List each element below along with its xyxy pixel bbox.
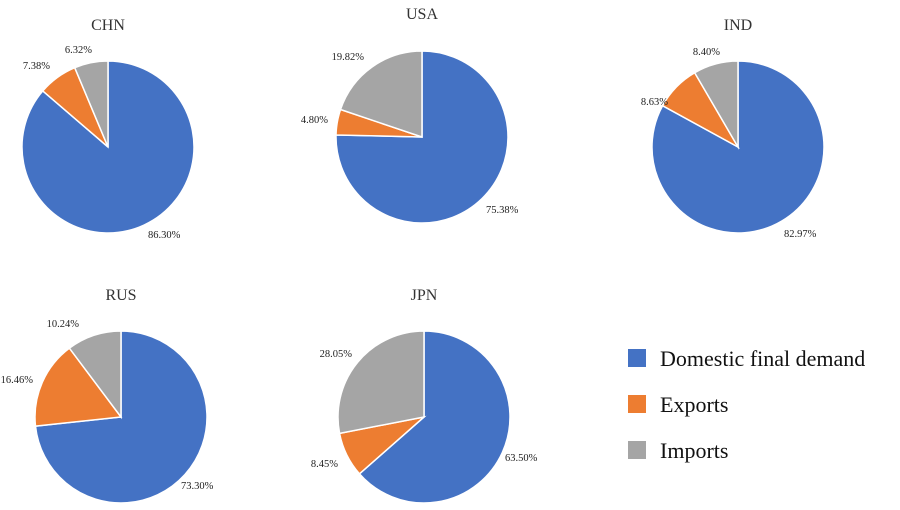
legend-item: Imports <box>628 438 728 463</box>
data-label-domestic: 75.38% <box>486 205 519 216</box>
legend-label: Imports <box>660 438 728 463</box>
pie-ind: IND 82.97% 8.63% 8.40% <box>641 17 825 240</box>
pie-title: RUS <box>105 287 136 304</box>
pie-slice-imports <box>693 60 739 150</box>
pie-title: IND <box>724 17 752 34</box>
pie-slice-imports <box>68 330 122 420</box>
data-label-imports: 10.24% <box>47 319 80 330</box>
pie-charts-group: CHN 86.30% 7.38% 6.32% USA 75.38% 4.80% 19.82% I… <box>1 6 825 504</box>
legend-swatch <box>628 441 646 459</box>
pie-slice-domestic <box>21 60 195 234</box>
legend-item: Exports <box>628 392 728 417</box>
pie-usa: USA 75.38% 4.80% 19.82% <box>301 6 519 224</box>
data-label-domestic: 82.97% <box>784 229 817 240</box>
pie-jpn: JPN 63.50% 8.45% 28.05% <box>311 287 538 504</box>
pie-title: JPN <box>411 287 438 304</box>
data-label-imports: 28.05% <box>320 349 353 360</box>
pie-chn: CHN 86.30% 7.38% 6.32% <box>21 17 195 241</box>
data-label-domestic: 73.30% <box>181 481 214 492</box>
data-label-domestic: 63.50% <box>505 453 538 464</box>
data-label-exports: 8.63% <box>641 97 668 108</box>
data-label-imports: 19.82% <box>332 52 365 63</box>
pie-title: CHN <box>91 17 125 34</box>
pie-rus: RUS 73.30% 16.46% 10.24% <box>1 287 214 504</box>
data-label-exports: 8.45% <box>311 459 338 470</box>
legend-label: Domestic final demand <box>660 346 865 371</box>
pie-slice-imports <box>73 60 109 148</box>
pie-slice-domestic <box>358 330 511 504</box>
data-label-domestic: 86.30% <box>148 230 181 241</box>
data-label-exports: 7.38% <box>23 61 50 72</box>
pie-slice-imports <box>337 330 425 435</box>
data-label-exports: 4.80% <box>301 115 328 126</box>
legend-item: Domestic final demand <box>628 346 865 371</box>
data-label-imports: 6.32% <box>65 45 92 56</box>
data-label-imports: 8.40% <box>693 47 720 58</box>
legend-label: Exports <box>660 392 728 417</box>
pie-title: USA <box>406 6 438 23</box>
legend-swatch <box>628 395 646 413</box>
pie-slice-imports <box>339 50 423 139</box>
pie-slice-exports <box>34 347 123 427</box>
pie-slice-domestic <box>335 50 509 224</box>
data-label-exports: 16.46% <box>1 375 34 386</box>
legend-swatch <box>628 349 646 367</box>
legend: Domestic final demand Exports Imports <box>628 346 865 463</box>
